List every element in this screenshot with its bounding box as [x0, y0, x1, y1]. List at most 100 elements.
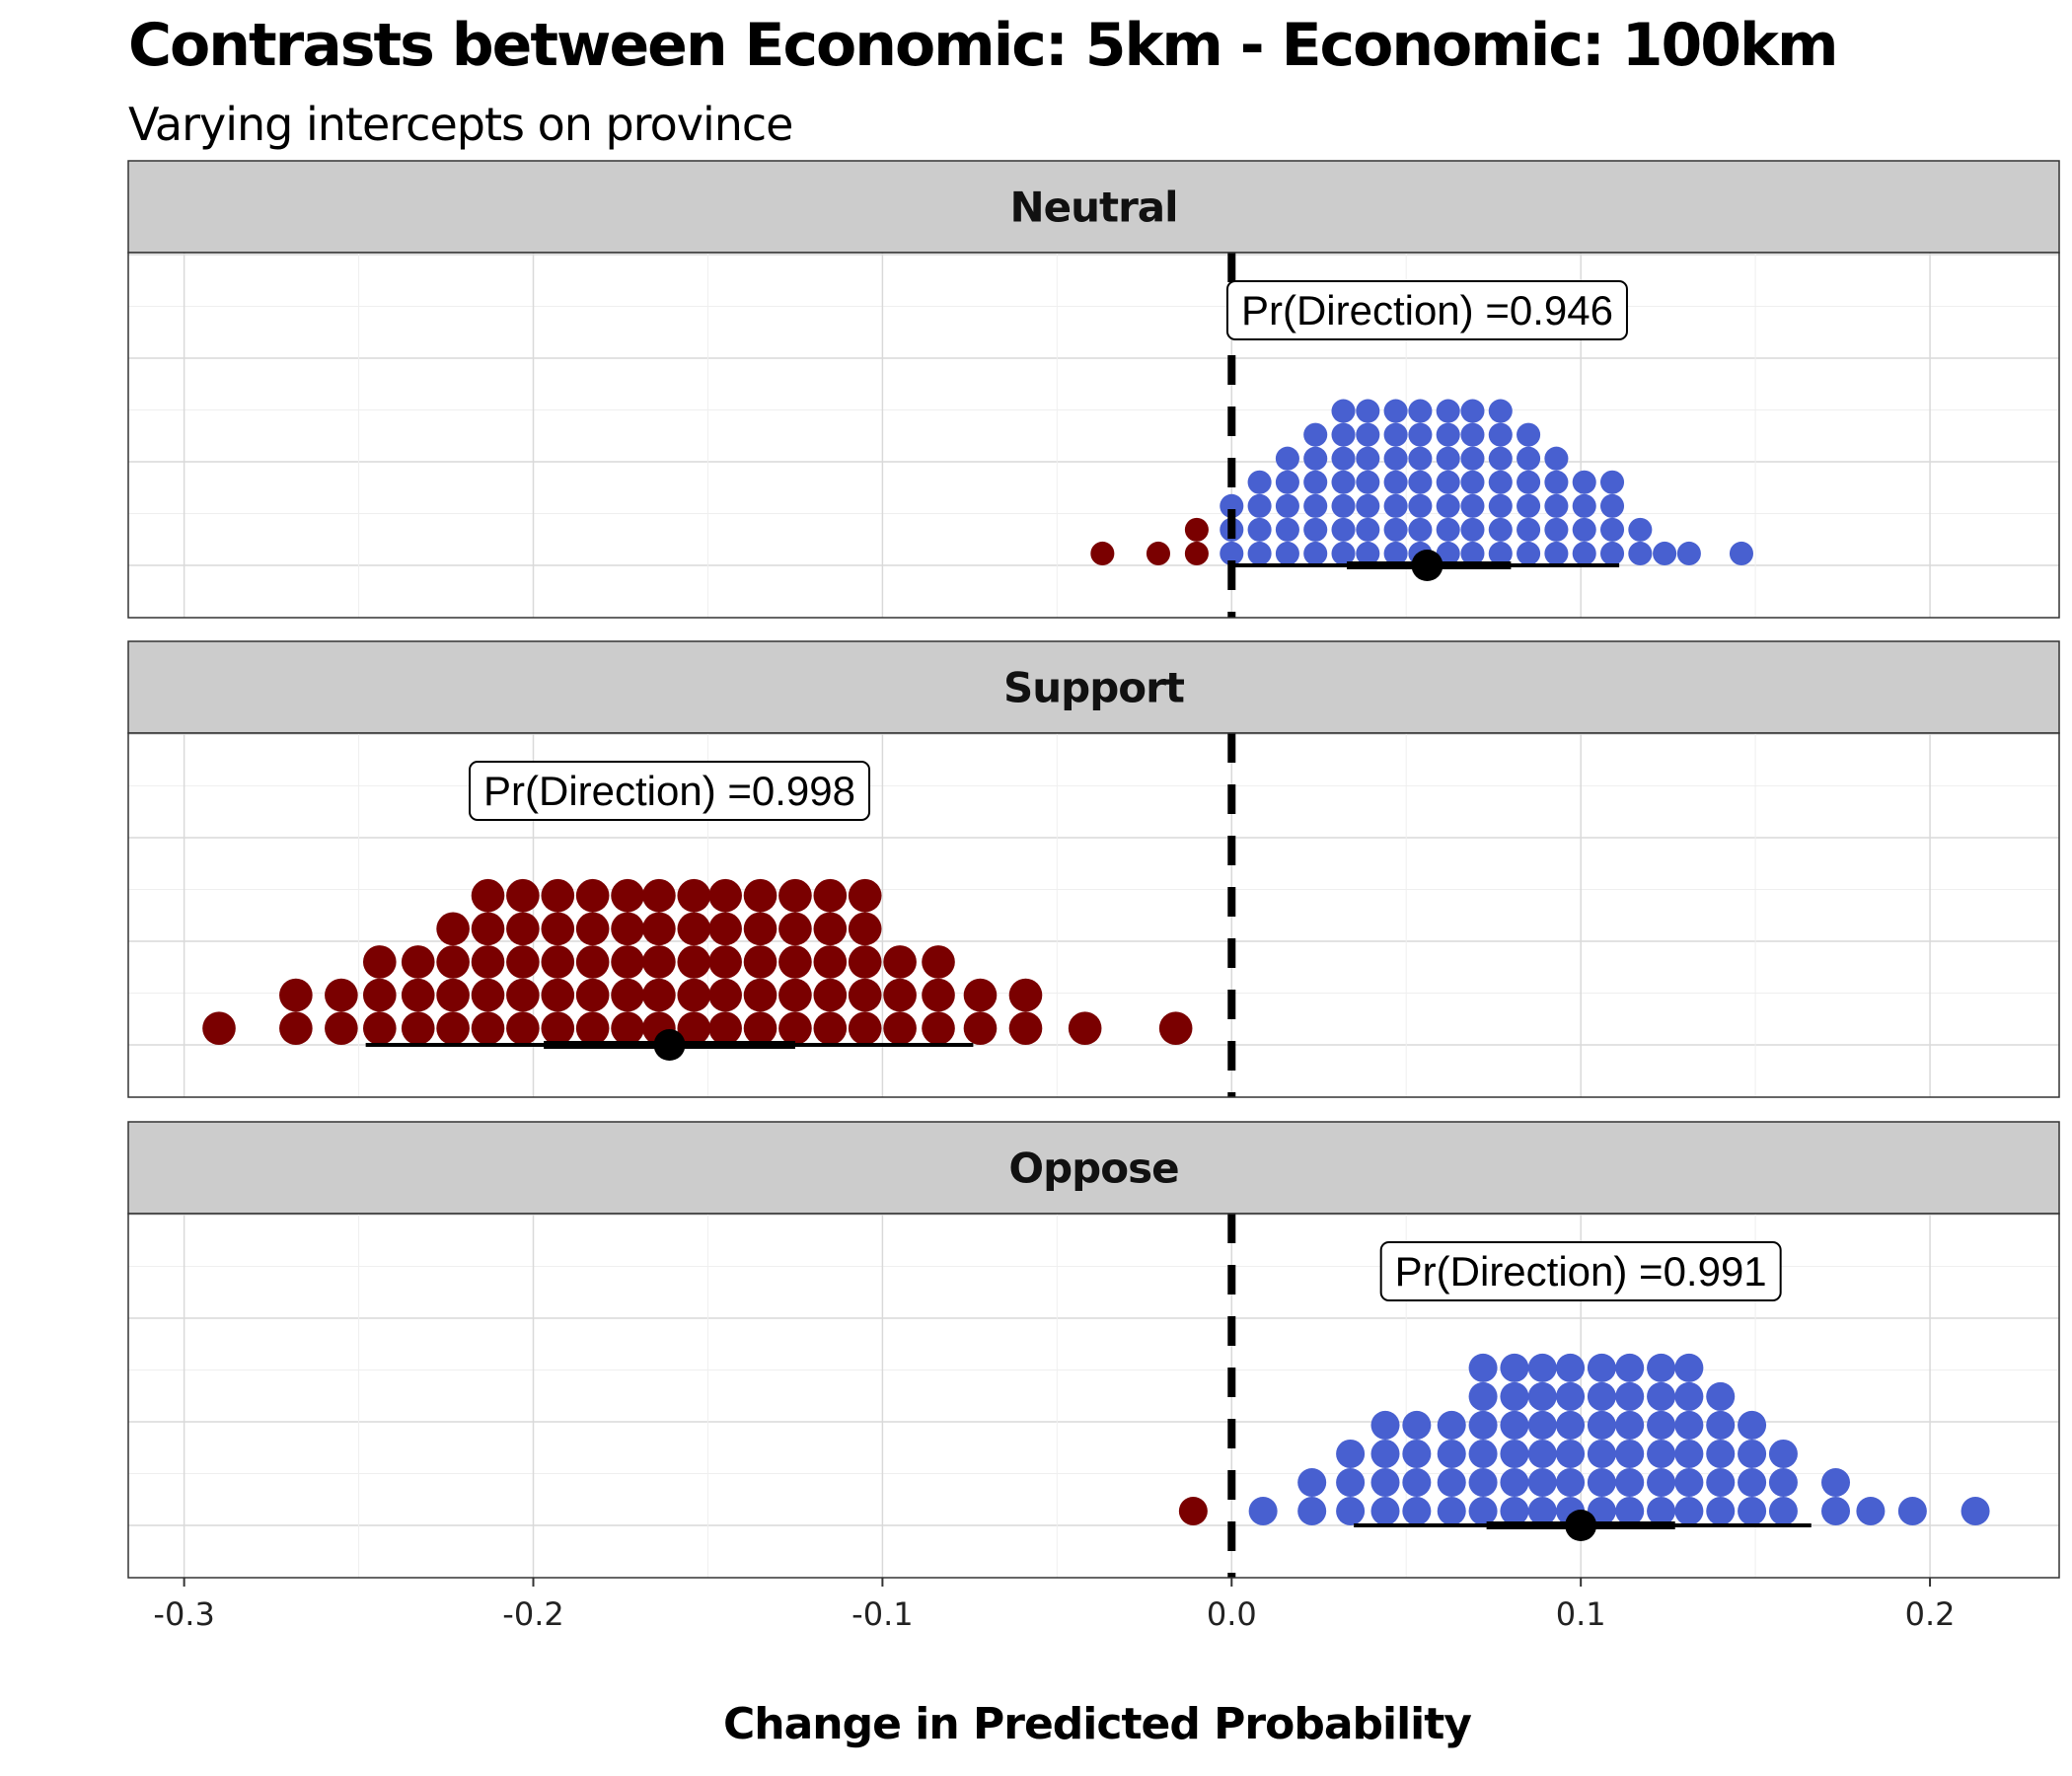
dot [1488, 399, 1513, 423]
dot [1247, 517, 1272, 542]
dot [471, 978, 505, 1012]
dot [743, 978, 777, 1012]
dot [1247, 541, 1272, 566]
dot [1370, 1467, 1400, 1497]
dot [1572, 470, 1596, 494]
dot [743, 1011, 777, 1045]
dot [1436, 493, 1460, 518]
dot [506, 1011, 540, 1045]
dot [1706, 1467, 1736, 1497]
dot [575, 945, 610, 979]
dot [1336, 1496, 1366, 1525]
dot [611, 945, 644, 979]
dot [743, 878, 777, 913]
dot [708, 912, 742, 946]
dot [436, 945, 470, 979]
dot [1383, 517, 1408, 542]
dot [1247, 470, 1272, 494]
dot [1402, 1439, 1432, 1468]
dot [1303, 541, 1328, 566]
dot [1408, 470, 1433, 494]
dot [1706, 1439, 1736, 1468]
dot [1527, 1381, 1557, 1411]
x-axis-title: Change in Predicted Probability [723, 1699, 1471, 1749]
dot [1527, 1353, 1557, 1382]
dot [1383, 541, 1408, 566]
dot [1370, 1410, 1400, 1440]
dot [1220, 541, 1244, 566]
dot [1460, 422, 1485, 447]
dot [813, 878, 848, 913]
pd-label-box [469, 761, 871, 821]
dot [778, 978, 812, 1012]
dot [1615, 1353, 1645, 1382]
dot [1178, 1496, 1208, 1525]
dot [325, 1011, 358, 1045]
dot [1146, 541, 1171, 566]
dot [1738, 1496, 1767, 1525]
dot [1331, 422, 1356, 447]
dot [1008, 1011, 1043, 1045]
dot [1275, 446, 1299, 471]
dot [1706, 1496, 1736, 1525]
dot [1402, 1467, 1432, 1497]
dot [1297, 1496, 1327, 1525]
facet-panel-support: Support Pr(Direction) =0.998 [127, 640, 2060, 1098]
pd-label: Pr(Direction) =0.998 [469, 761, 871, 821]
panel-border [127, 1213, 2060, 1579]
dot [1674, 1439, 1704, 1468]
dot [848, 945, 882, 979]
facet-panels: Neutral Pr(Direction) =0.946 Support Pr(Dir… [127, 160, 2060, 1579]
dot [1356, 493, 1380, 518]
dot [611, 978, 644, 1012]
dot [1856, 1496, 1886, 1525]
dot [1436, 470, 1460, 494]
dot [541, 878, 575, 913]
dot [1402, 1410, 1432, 1440]
dot [1674, 1381, 1704, 1411]
dot [471, 945, 505, 979]
dot [401, 1011, 435, 1045]
dot [1008, 978, 1043, 1012]
dot [1544, 470, 1569, 494]
dot [436, 912, 470, 946]
dot [963, 978, 998, 1012]
dot [325, 978, 358, 1012]
dot [1647, 1381, 1676, 1411]
dot [202, 1011, 236, 1045]
point-estimate [1565, 1510, 1597, 1541]
dot [471, 878, 505, 913]
dot [1500, 1467, 1529, 1497]
dot [642, 912, 676, 946]
dot [1572, 517, 1596, 542]
dot [1383, 493, 1408, 518]
dot [1587, 1353, 1616, 1382]
dot [1738, 1467, 1767, 1497]
dot [575, 978, 610, 1012]
dot [883, 945, 917, 979]
dot [813, 912, 848, 946]
dot [883, 1011, 917, 1045]
dot [1628, 541, 1653, 566]
dot [611, 1011, 644, 1045]
dot [1275, 541, 1299, 566]
dot [1729, 541, 1753, 566]
dot [1897, 1496, 1927, 1525]
dot [848, 878, 882, 913]
dot [1738, 1439, 1767, 1468]
dot [677, 912, 711, 946]
x-tick-label: 0.2 [1905, 1595, 1956, 1633]
panel-border [127, 252, 2060, 619]
dot [1468, 1353, 1498, 1382]
dot [883, 978, 917, 1012]
dot [1184, 517, 1209, 542]
dot [1674, 1410, 1704, 1440]
dot [1517, 470, 1541, 494]
dot [1500, 1410, 1529, 1440]
x-tick-label: -0.1 [851, 1595, 913, 1633]
dot [677, 878, 711, 913]
dot [436, 1011, 470, 1045]
dot [1653, 541, 1677, 566]
dot [541, 912, 575, 946]
dot [611, 912, 644, 946]
